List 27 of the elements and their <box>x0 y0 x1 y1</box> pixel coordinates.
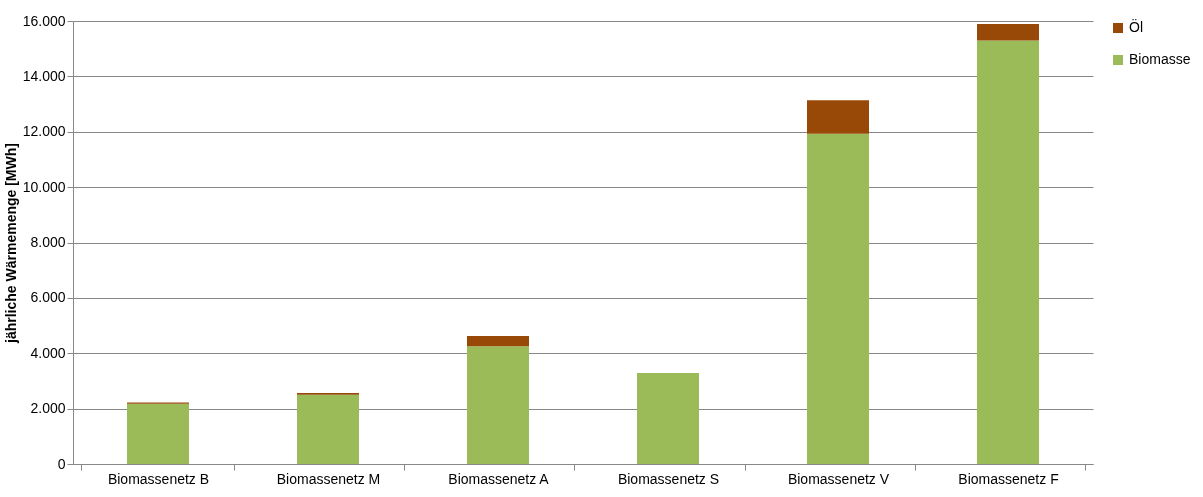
bar <box>977 24 1039 41</box>
bar <box>637 372 699 464</box>
y-tick-label: 6.000 <box>30 289 66 306</box>
y-tick-label: 12.000 <box>22 123 66 140</box>
y-tick-label: 4.000 <box>30 344 66 361</box>
y-tick-label: 14.000 <box>22 67 66 84</box>
bar <box>297 394 359 464</box>
x-tick-label: Biomassenetz A <box>448 470 550 487</box>
x-tick-label: Biomassenetz M <box>276 470 381 487</box>
x-tick-label: Biomassenetz F <box>958 470 1059 487</box>
legend-label: Öl <box>1129 18 1143 35</box>
y-tick-label: 2.000 <box>30 400 66 417</box>
y-axis-title: jährliche Wärmemenge [MWh] <box>2 143 19 344</box>
y-tick-label: 10.000 <box>22 178 66 195</box>
bar <box>467 336 529 347</box>
bar <box>977 40 1039 464</box>
y-tick-label: 16.000 <box>22 12 66 29</box>
x-tick-label: Biomassenetz S <box>617 470 720 487</box>
x-tick-label: Biomassenetz B <box>107 470 210 487</box>
x-tick-label: Biomassenetz V <box>787 470 890 487</box>
legend-label: Biomasse <box>1129 51 1191 67</box>
bar <box>807 133 869 464</box>
y-tick-label: 8.000 <box>30 234 66 250</box>
bar <box>467 346 529 464</box>
bar <box>807 100 869 134</box>
y-tick-label: 0 <box>57 455 66 472</box>
bar <box>127 403 189 464</box>
